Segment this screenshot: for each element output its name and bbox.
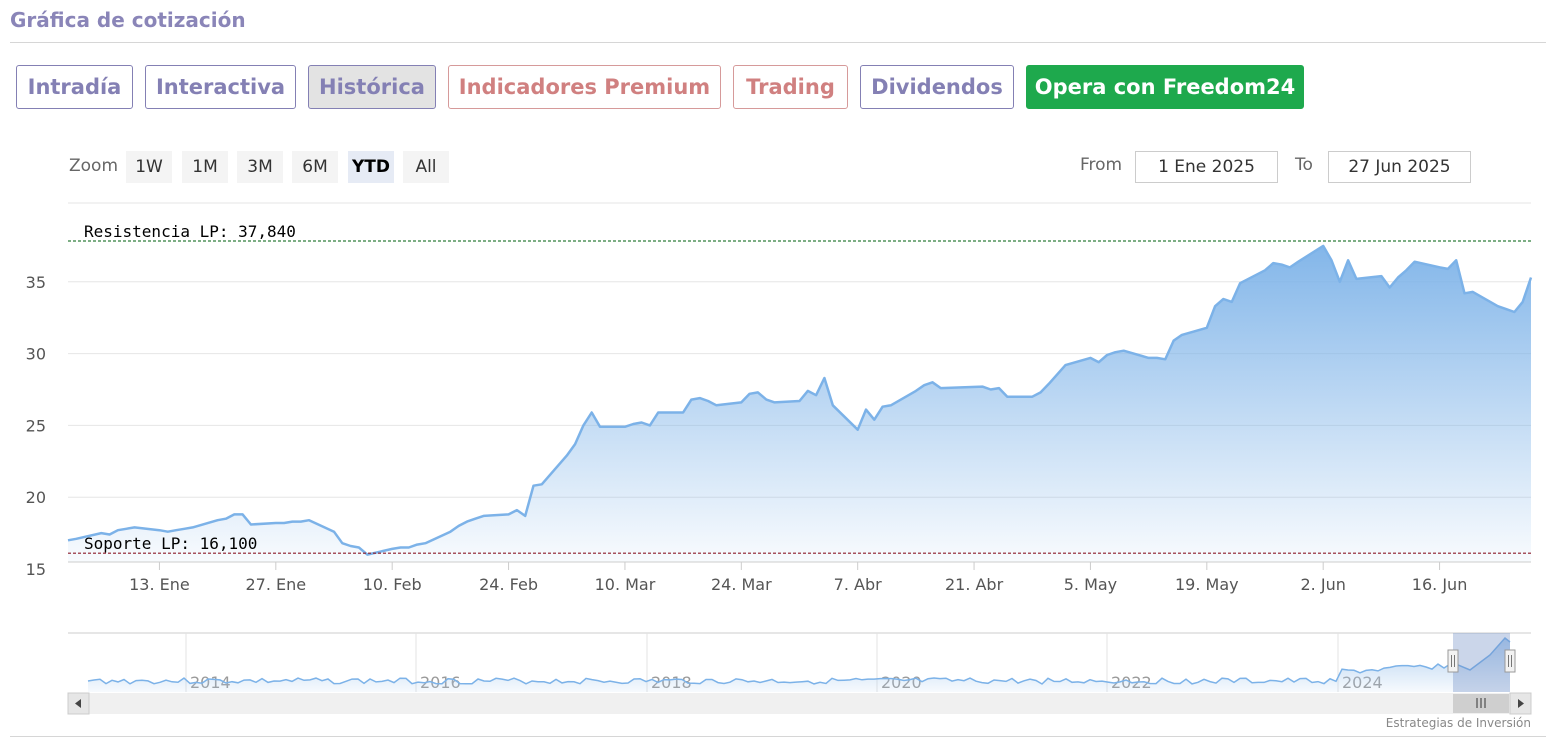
from-label: From	[1080, 155, 1123, 175]
chevron-left-icon	[75, 699, 81, 708]
x-axis: 13. Ene 27. Ene 10. Feb 24. Feb 10. Mar 24. M…	[68, 561, 1531, 594]
y-tick-label: 30	[26, 345, 46, 364]
freedom24-button[interactable]: Opera con Freedom24	[1026, 65, 1304, 109]
resistance-label: Resistencia LP: 37,840	[84, 222, 296, 241]
from-date-input[interactable]: 1 Ene 2025	[1135, 151, 1278, 183]
zoom-all-button[interactable]: All	[403, 151, 449, 183]
to-date-input[interactable]: 27 Jun 2025	[1328, 151, 1471, 183]
navigator-selection	[1453, 633, 1510, 692]
y-axis-labels: 15 20 25 30 35	[26, 273, 46, 579]
tab-intradia[interactable]: Intradía	[16, 65, 133, 109]
x-tick-label: 16. Jun	[1412, 575, 1468, 594]
navigator-line	[87, 636, 1511, 685]
to-label: To	[1295, 155, 1313, 175]
tab-historica[interactable]: Histórica	[308, 65, 436, 109]
title-divider	[10, 42, 1546, 43]
x-tick-label: 10. Mar	[595, 575, 656, 594]
support-label: Soporte LP: 16,100	[84, 534, 257, 553]
x-tick-label: 21. Abr	[945, 575, 1004, 594]
x-tick-label: 5. May	[1064, 575, 1117, 594]
tab-indicadores-premium[interactable]: Indicadores Premium	[448, 65, 721, 109]
zoom-ytd-button[interactable]: YTD	[348, 151, 394, 183]
zoom-1w-button[interactable]: 1W	[126, 151, 172, 183]
navigator-scrollbar-track	[68, 693, 1531, 714]
navigator-right-handle	[1504, 649, 1516, 673]
tab-trading[interactable]: Trading	[733, 65, 848, 109]
zoom-6m-button[interactable]: 6M	[292, 151, 338, 183]
y-tick-label: 20	[26, 488, 46, 507]
zoom-3m-button[interactable]: 3M	[237, 151, 283, 183]
support-resistance-lines: Resistencia LP: 37,840 Soporte LP: 16,100	[68, 222, 1531, 554]
y-tick-label: 35	[26, 273, 46, 292]
navigator-area	[88, 638, 1510, 692]
x-tick-label: 10. Feb	[363, 575, 422, 594]
chart-credit: Estrategias de Inversión	[1385, 716, 1531, 730]
x-tick-label: 13. Ene	[129, 575, 190, 594]
navigator-left-handle	[1447, 649, 1459, 673]
x-tick-label: 27. Ene	[246, 575, 307, 594]
price-series	[67, 244, 1533, 562]
x-tick-label: 7. Abr	[834, 575, 882, 594]
x-tick-label: 24. Feb	[479, 575, 538, 594]
price-line	[67, 244, 1533, 556]
chevron-right-icon	[1518, 699, 1524, 708]
price-area	[68, 245, 1531, 562]
x-tick-label: 19. May	[1175, 575, 1239, 594]
bottom-divider	[10, 736, 1546, 737]
page-title: Gráfica de cotización	[10, 8, 246, 32]
zoom-label: Zoom	[69, 156, 119, 176]
y-tick-label: 25	[26, 416, 46, 435]
tab-dividendos[interactable]: Dividendos	[860, 65, 1014, 109]
range-navigator[interactable]: 201420162018202020222024	[67, 632, 1532, 715]
x-tick-label: 24. Mar	[711, 575, 772, 594]
tab-interactiva[interactable]: Interactiva	[145, 65, 296, 109]
x-tick-label: 2. Jun	[1301, 575, 1346, 594]
y-tick-label: 15	[26, 560, 46, 579]
zoom-1m-button[interactable]: 1M	[182, 151, 228, 183]
